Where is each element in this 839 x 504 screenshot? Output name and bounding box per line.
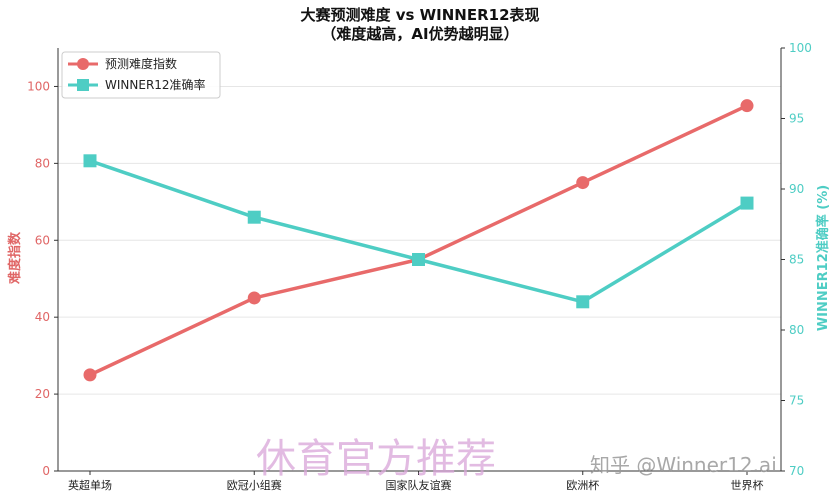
y-axis-label-right: WINNER12准确率 (%) <box>815 185 831 331</box>
y-tick-right-label-90: 90 <box>789 182 804 196</box>
chart-title: 大赛预测难度 vs WINNER12表现 <box>300 6 539 24</box>
series-0-point-3 <box>576 176 590 190</box>
series-0-point-4 <box>740 99 754 113</box>
y-tick-left-label-20: 20 <box>35 387 50 401</box>
watermark-zhihu: 知乎 @Winner12.ai <box>590 453 777 477</box>
series-1-point-0 <box>83 154 97 168</box>
series-1-point-2 <box>412 253 425 266</box>
y-axis-label-left: 难度指数 <box>7 231 23 285</box>
x-tick-label-0: 英超单场 <box>68 478 112 492</box>
y-tick-right-label-80: 80 <box>789 323 804 337</box>
y-tick-right-label-100: 100 <box>789 41 812 55</box>
legend-label-difficulty: 预测难度指数 <box>105 56 177 71</box>
watermark-text: 休育官方推荐 <box>256 436 496 482</box>
y-tick-right-label-75: 75 <box>789 394 804 408</box>
axes: 0 20 40 60 80 100 70 75 80 85 90 95 100 英超单场 欧冠小组赛 国家队友… <box>27 41 812 492</box>
x-tick-label-4: 世界杯 <box>731 478 764 492</box>
y-tick-left-label-60: 60 <box>35 233 50 247</box>
legend-marker-accuracy <box>77 79 89 91</box>
legend-marker-difficulty <box>77 58 89 70</box>
y-tick-right-label-85: 85 <box>789 253 804 267</box>
legend: 预测难度指数 WINNER12准确率 <box>61 51 221 99</box>
chart-subtitle: （难度越高，AI优势越明显） <box>321 25 518 43</box>
series-line-1 <box>89 159 748 304</box>
series-1-point-3 <box>576 295 590 309</box>
y-tick-right-label-95: 95 <box>789 112 804 126</box>
y-tick-left-label-100: 100 <box>27 79 50 93</box>
series-1-point-4 <box>740 196 754 210</box>
x-tick-label-1: 欧冠小组赛 <box>227 478 282 492</box>
y-tick-left-label-80: 80 <box>35 156 50 170</box>
series-1-point-1 <box>247 210 261 224</box>
y-tick-right-label-70: 70 <box>789 464 804 478</box>
grid-lines <box>58 85 781 472</box>
x-tick-label-3: 欧洲杯 <box>566 478 599 492</box>
legend-box <box>61 51 221 99</box>
x-tick-label-2: 国家队友谊赛 <box>386 478 452 492</box>
series-layer <box>83 99 754 382</box>
y-tick-left-label-0: 0 <box>42 464 50 478</box>
series-0-point-0 <box>83 368 97 382</box>
legend-label-accuracy: WINNER12准确率 <box>105 77 206 92</box>
y-tick-left-label-40: 40 <box>35 310 50 324</box>
series-0-point-1 <box>247 291 261 305</box>
